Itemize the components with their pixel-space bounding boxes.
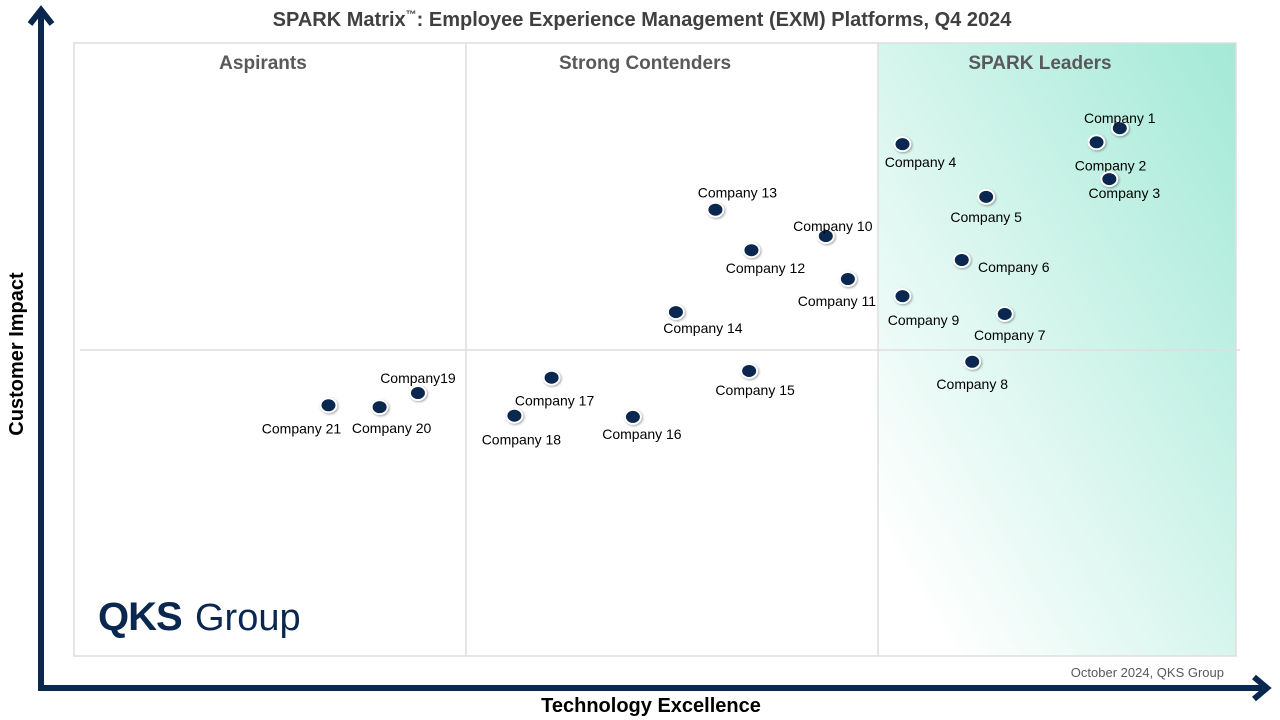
data-point xyxy=(408,385,427,402)
point-label: Company 15 xyxy=(715,382,795,398)
svg-text:Group: Group xyxy=(195,597,301,639)
point-label: Company 4 xyxy=(885,154,957,170)
point-label: Company 17 xyxy=(515,393,595,409)
point-label: Company 11 xyxy=(798,293,877,309)
y-axis-label: Customer Impact xyxy=(6,272,28,436)
data-point xyxy=(893,288,912,305)
data-point xyxy=(1100,171,1119,188)
point-label: Company 6 xyxy=(978,259,1050,275)
data-point xyxy=(370,399,389,416)
data-point xyxy=(742,242,761,259)
data-point xyxy=(623,408,642,425)
chart-title: SPARK Matrix™: Employee Experience Manag… xyxy=(273,9,1013,31)
point-label: Company 5 xyxy=(950,209,1022,225)
quadrant-aspirants: Aspirants xyxy=(219,53,307,74)
data-point xyxy=(995,305,1014,322)
data-point xyxy=(319,397,338,414)
data-point xyxy=(706,201,725,218)
data-point xyxy=(952,252,971,269)
data-point xyxy=(816,228,835,245)
footer-note: October 2024, QKS Group xyxy=(1071,665,1224,680)
point-label: Company 20 xyxy=(352,420,432,436)
point-label: Company 10 xyxy=(793,218,873,234)
point-label: Company19 xyxy=(380,370,456,386)
point-label: Company 3 xyxy=(1089,185,1161,201)
point-label: Company 2 xyxy=(1075,157,1147,173)
point-label: Company 13 xyxy=(698,185,778,201)
y-axis-arrow-icon xyxy=(27,5,55,26)
data-point xyxy=(963,353,982,370)
data-point xyxy=(838,271,857,288)
x-axis-arrow-icon xyxy=(1252,674,1272,702)
qks-logo: QKS Group xyxy=(98,595,301,639)
point-label: Company 1 xyxy=(1084,110,1156,126)
point-label: Company 14 xyxy=(663,320,743,336)
quadrant-spark-leaders: SPARK Leaders xyxy=(968,53,1111,74)
point-label: Company 21 xyxy=(262,420,342,436)
data-point xyxy=(666,304,685,321)
svg-text:QKS: QKS xyxy=(98,595,182,639)
data-point xyxy=(1087,134,1106,151)
data-point xyxy=(1110,120,1129,137)
data-point xyxy=(740,362,759,379)
data-point xyxy=(977,188,996,205)
quadrant-strong-contenders: Strong Contenders xyxy=(559,53,731,74)
data-point xyxy=(505,407,524,424)
point-label: Company 8 xyxy=(936,376,1008,392)
data-point xyxy=(542,369,561,386)
data-point xyxy=(893,136,912,153)
data-points: Company 1 Company 2 Company 3 Company 4 Comp… xyxy=(262,110,1161,447)
point-label: Company 16 xyxy=(602,426,682,442)
axes-lines xyxy=(38,14,1262,691)
point-label: Company 9 xyxy=(888,312,960,328)
x-axis-label: Technology Excellence xyxy=(541,695,761,717)
point-label: Company 18 xyxy=(482,432,562,448)
point-label: Company 7 xyxy=(974,327,1046,343)
point-label: Company 12 xyxy=(726,260,806,276)
